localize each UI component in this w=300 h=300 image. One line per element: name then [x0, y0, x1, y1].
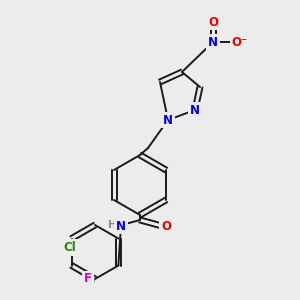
Text: N: N [163, 113, 173, 127]
Text: O⁻: O⁻ [232, 35, 248, 49]
Text: N: N [116, 220, 126, 232]
Text: F: F [84, 272, 92, 286]
Text: Cl: Cl [63, 241, 76, 254]
Text: H: H [108, 220, 116, 230]
Text: N: N [190, 103, 200, 116]
Text: O: O [161, 220, 171, 232]
Text: O: O [208, 16, 218, 28]
Text: N: N [208, 35, 218, 49]
